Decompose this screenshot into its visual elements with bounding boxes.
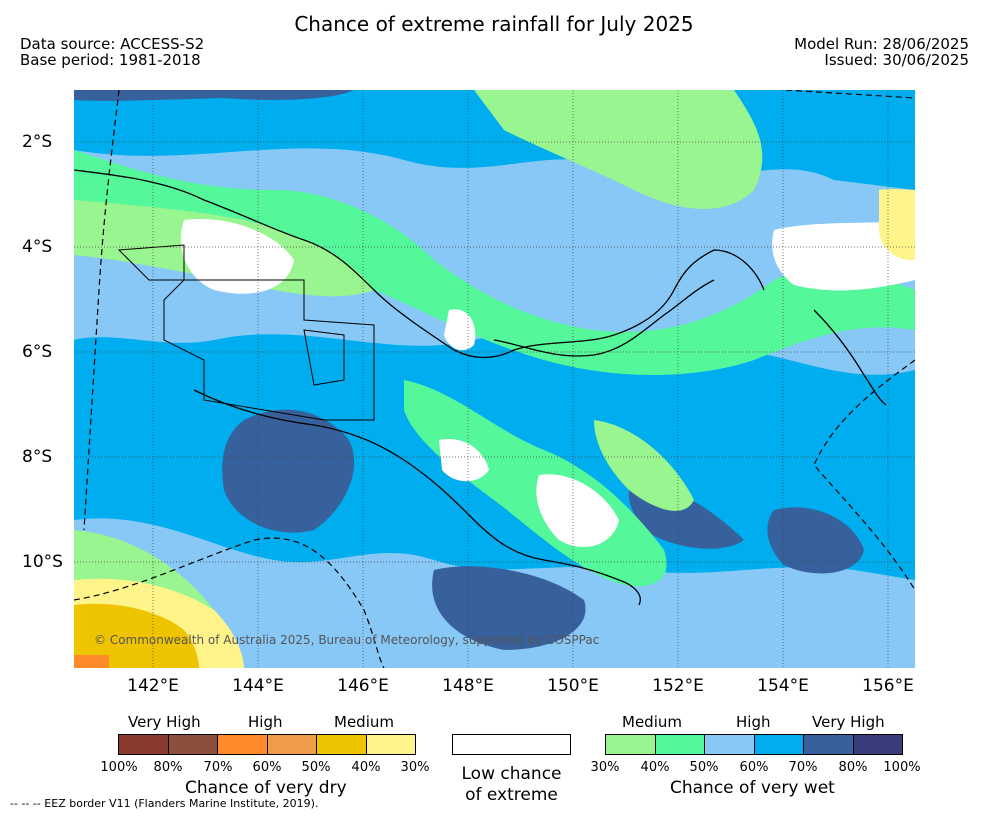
dry-pct-100: 100% [100,760,138,775]
low-chance-region-south [536,474,619,548]
dry-30-region-east [879,189,915,261]
low-chance-region [180,219,294,294]
eez-border-south [74,537,385,668]
lon-label-144e: 144°E [232,676,284,696]
dry-level-medium: Medium [334,713,394,731]
lon-label-156e: 156°E [862,676,914,696]
lon-label-152e: 152°E [652,676,704,696]
dry-caption: Chance of very dry [185,778,347,798]
lon-label-142e: 142°E [127,676,179,696]
wet-level-medium: Medium [622,713,682,731]
wet-level-high: High [736,713,771,731]
dry-swatch-3 [218,735,268,754]
coastline-png-mainland [74,169,765,359]
lat-label-6s: 6°S [22,342,53,362]
wet-swatch-6 [854,735,902,754]
wet-80-region [222,409,355,533]
wet-30-region [474,90,763,209]
dry-70-region [74,655,109,668]
base-period-text: Base period: 1981-2018 [20,51,201,69]
lat-label-10s: 10°S [22,552,63,572]
wet-80-region-north [74,90,354,101]
dry-pct-30: 30% [400,760,430,775]
rainfall-map [74,90,915,668]
lon-label-150e: 150°E [547,676,599,696]
wet-80-region-south [432,566,586,650]
dry-level-high: High [248,713,283,731]
wet-level-very-high: Very High [812,713,885,731]
wet-pct-70: 70% [788,760,818,775]
lon-label-146e: 146°E [337,676,389,696]
dry-pct-70: 70% [203,760,233,775]
wet-caption: Chance of very wet [670,778,835,798]
province-borders [117,244,375,421]
dry-pct-60: 60% [252,760,282,775]
wet-swatch-1 [606,735,656,754]
wet-pct-80: 80% [838,760,868,775]
wet-swatch-4 [755,735,804,754]
dry-pct-80: 80% [153,760,183,775]
wet-swatch-2 [656,735,705,754]
eez-border-west [83,90,120,531]
map-canvas [74,90,915,668]
low-chance-caption-line2: of extreme [465,785,558,805]
eez-border-note: -- -- -- EEZ border V11 (Flanders Marine… [10,797,319,810]
map-title: Chance of extreme rainfall for July 2025 [294,12,694,36]
dry-swatch-5 [317,735,367,754]
dry-swatch-1 [119,735,169,754]
graticule [74,90,915,668]
low-chance-caption-line1: Low chance [461,764,562,784]
dry-colorbar [118,734,416,755]
low-chance-region-centre [439,439,489,482]
model-run-text: Model Run: 28/06/2025 [794,35,969,53]
wet-pct-30: 30% [590,760,620,775]
wet-40-region [74,150,915,375]
dry-pct-50: 50% [301,760,331,775]
wet-swatch-3 [705,735,755,754]
wet-pct-50: 50% [689,760,719,775]
dry-level-very-high: Very High [128,713,201,731]
low-chance-region-east [772,220,915,291]
issued-text: Issued: 30/06/2025 [824,51,969,69]
dry-40-region [74,603,199,668]
dry-swatch-2 [169,735,218,754]
lat-label-4s: 4°S [22,237,53,257]
dry-pct-40: 40% [351,760,381,775]
wet-80-region-east2 [767,507,864,574]
coastline-png-south [193,389,641,606]
lat-label-8s: 8°S [22,447,53,467]
lon-label-148e: 148°E [442,676,494,696]
coastline-bougainville [813,309,887,406]
wet-pct-60: 60% [739,760,769,775]
data-source-text: Data source: ACCESS-S2 [20,35,205,53]
lon-label-154e: 154°E [757,676,809,696]
dry-swatch-4 [268,735,317,754]
wet-pct-100: 100% [883,760,921,775]
lat-label-2s: 2°S [22,132,53,152]
low-chance-swatch [452,734,571,755]
copyright-notice: © Commonwealth of Australia 2025, Bureau… [94,633,600,647]
wet-colorbar [605,734,903,755]
dry-swatch-6 [367,735,415,754]
wet-30-region-se [594,420,694,511]
low-chance-region-mid [444,309,476,351]
wet-pct-40: 40% [640,760,670,775]
coastline-new-britain [493,279,715,357]
eez-border-east [785,90,915,591]
wet-swatch-5 [804,735,854,754]
